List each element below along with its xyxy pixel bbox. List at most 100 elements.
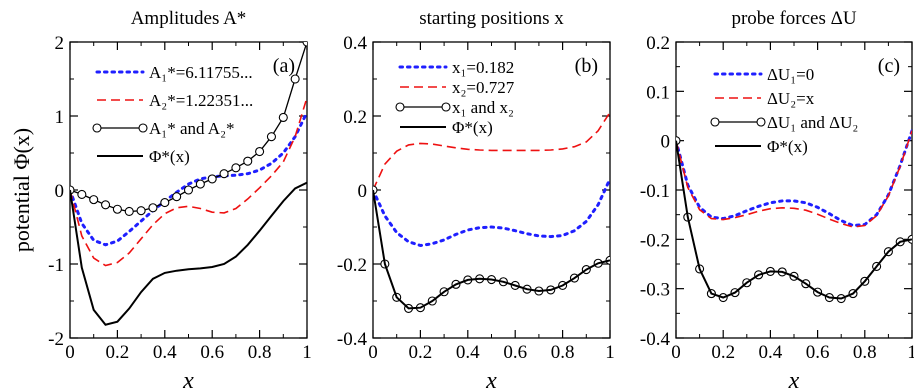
- legend-marker: [756, 117, 766, 127]
- x-tick-label: 0.6: [806, 342, 830, 363]
- data-point-marker: [89, 195, 99, 205]
- data-point-marker: [77, 189, 87, 199]
- x-tick-label: 0.8: [853, 342, 877, 363]
- x-tick-label: 0.4: [153, 342, 177, 363]
- x-tick-label: 0.8: [551, 342, 575, 363]
- x-axis-label: x: [182, 368, 194, 390]
- data-point-marker: [136, 206, 146, 216]
- legend-label: Φ*(x): [767, 137, 808, 156]
- y-tick-label: 0.1: [646, 82, 670, 103]
- legend-marker: [710, 117, 720, 127]
- legend: A₁*=6.11755... A₂*=1.22351... A₁* and A₂* Φ…: [92, 63, 253, 166]
- series-line-dotted: [70, 110, 307, 247]
- y-tick-label: 0: [358, 181, 368, 202]
- x-tick-label: 0: [671, 342, 681, 363]
- y-tick-label: 2: [55, 33, 65, 54]
- x-tick-label: 0.4: [456, 342, 480, 363]
- y-tick-label: -0.2: [640, 230, 670, 251]
- x-tick-label: 0.2: [106, 342, 130, 363]
- x-tick-label: 0: [65, 342, 75, 363]
- data-point-marker: [278, 112, 288, 123]
- y-tick-label: -0.1: [640, 181, 670, 202]
- y-tick-label: 1: [55, 107, 65, 128]
- data-point-marker: [148, 203, 158, 213]
- y-tick-label: -0.3: [640, 280, 670, 301]
- x-tick-label: 0.2: [711, 342, 735, 363]
- series-line-solid: [373, 189, 610, 310]
- x-tick-label: 0.2: [409, 342, 433, 363]
- data-point-marker: [195, 179, 205, 189]
- y-tick-label: -2: [48, 329, 64, 350]
- series-line-dashed: [70, 97, 307, 267]
- legend-marker: [441, 102, 451, 112]
- panel-a: Amplitudes A* 0 0.2 0.4 0.6 0.8 1 -2 -1 0 1 2 x (a) A₁…: [48, 8, 312, 390]
- y-tick-label: 0.2: [646, 33, 670, 54]
- panel-label: (a): [273, 55, 295, 77]
- x-tick-label: 0.4: [759, 342, 783, 363]
- legend-label: A₂*=1.22351...: [149, 91, 253, 110]
- panel-title: starting positions x: [419, 8, 564, 29]
- data-point-marker: [207, 174, 217, 184]
- plot-area: [373, 111, 610, 313]
- plot-area: [70, 42, 307, 326]
- y-tick-label: 0.2: [343, 107, 367, 128]
- legend-label: x₂=0.727: [452, 78, 515, 97]
- data-point-marker: [243, 156, 253, 166]
- data-point-marker: [183, 185, 194, 195]
- data-point-marker: [160, 198, 170, 208]
- x-tick-label: 0.6: [503, 342, 527, 363]
- x-axis-label: x: [788, 368, 800, 390]
- panel-c: probe forces ΔU 0 0.2 0.4 0.6 0.8 1 -0.4 -0.3 -0.…: [640, 8, 914, 390]
- legend-marker: [92, 123, 102, 133]
- x-tick-label: 1: [605, 342, 615, 363]
- data-point-marker: [219, 169, 229, 179]
- y-tick-label: 0.4: [343, 33, 367, 54]
- series-line-dashed: [373, 111, 610, 191]
- x-tick-label: 0.6: [200, 342, 224, 363]
- data-point-marker: [124, 206, 134, 217]
- series-line-dashed: [676, 130, 912, 228]
- data-point-marker: [266, 132, 277, 142]
- legend-label: ΔU₂=x: [767, 89, 815, 108]
- legend-label: x₁ and x₂: [452, 98, 514, 117]
- legend: ΔU₁=0 ΔU₂=x ΔU₁ and ΔU₂ Φ*(x): [710, 65, 858, 156]
- legend-label: Φ*(x): [452, 118, 493, 137]
- x-axis-label: x: [485, 368, 497, 390]
- legend-label: A₁* and A₂*: [149, 119, 235, 138]
- data-point-marker: [231, 163, 241, 173]
- legend-label: A₁*=6.11755...: [149, 63, 253, 82]
- panel-b: starting positions x 0 0.2 0.4 0.6 0.8 1 -0.4 -0…: [337, 8, 615, 390]
- y-tick-label: -0.4: [640, 329, 671, 350]
- plot-area: [676, 129, 912, 304]
- data-point-marker: [172, 192, 182, 202]
- panel-label: (c): [878, 55, 900, 77]
- y-tick-label: 0: [55, 181, 65, 202]
- x-tick-label: 0.8: [248, 342, 272, 363]
- y-tick-label: -0.2: [337, 255, 367, 276]
- data-point-marker: [255, 146, 265, 157]
- legend-label: Φ*(x): [149, 147, 190, 166]
- legend-marker: [138, 123, 148, 133]
- series-line-solid: [70, 181, 307, 326]
- data-point-marker: [101, 200, 111, 210]
- x-tick-label: 1: [302, 342, 312, 363]
- x-tick-label: 1: [907, 342, 914, 363]
- y-axis-label: potential Φ(x): [9, 128, 34, 252]
- legend-label: x₁=0.182: [452, 58, 514, 77]
- y-tick-label: -0.4: [337, 329, 368, 350]
- legend-label: ΔU₁ and ΔU₂: [767, 113, 858, 132]
- series-line-line-circles: [373, 189, 610, 310]
- series-line-dotted: [373, 177, 610, 248]
- data-point-marker: [302, 42, 307, 47]
- y-tick-label: -1: [48, 255, 64, 276]
- series-line-solid: [676, 140, 912, 300]
- y-tick-label: 0: [661, 132, 671, 153]
- legend-label: ΔU₁=0: [767, 65, 814, 84]
- x-tick-label: 0: [368, 342, 378, 363]
- data-point-marker: [112, 204, 122, 214]
- panel-title: probe forces ΔU: [731, 8, 856, 29]
- data-point-marker: [290, 74, 300, 84]
- panel-title: Amplitudes A*: [131, 8, 247, 29]
